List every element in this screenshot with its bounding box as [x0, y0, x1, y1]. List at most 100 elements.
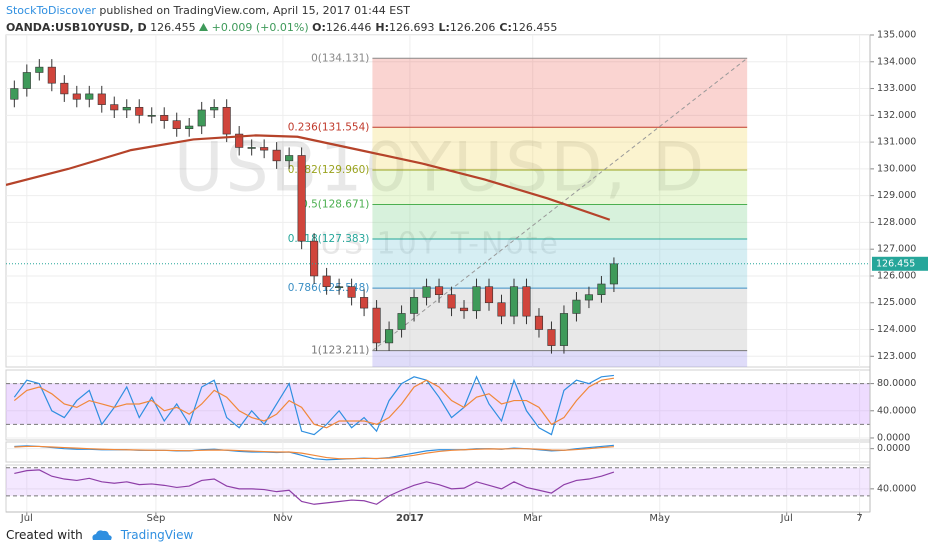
y-tick-label: 40.0000: [877, 405, 916, 416]
pane-content: [6, 370, 870, 440]
y-tick-label: 126.000: [877, 270, 916, 281]
y-tick-label: 133.000: [877, 83, 916, 94]
y-tick-label: 135.000: [877, 30, 916, 41]
x-tick-label: 2017: [396, 513, 424, 524]
candle-body: [22, 72, 31, 89]
ohlc-value: 126.455: [511, 21, 558, 34]
y-tick-label: 134.000: [877, 56, 916, 67]
x-tick-label: Jul: [780, 513, 793, 524]
brand: TradingView: [120, 528, 194, 542]
fib-label: 0.236(131.554): [288, 121, 370, 133]
candle-body: [472, 286, 481, 312]
ohlc-label: C:: [499, 21, 512, 34]
candle-body: [260, 147, 269, 151]
author[interactable]: StockToDiscover: [6, 4, 96, 17]
candle-body: [135, 106, 144, 116]
x-tick-label: Mar: [523, 513, 543, 524]
y-tick-label: 80.0000: [877, 378, 916, 389]
y-tick-label: 0.0000: [877, 443, 910, 454]
candle-body: [509, 286, 519, 317]
candle-body: [210, 106, 219, 111]
candle-body: [310, 240, 319, 277]
last-price-label: 126.455: [876, 258, 915, 269]
candle-body: [572, 299, 581, 314]
y-tick-label: 125.000: [877, 297, 916, 308]
candle-body: [584, 294, 593, 301]
y-tick-label: 130.000: [877, 163, 916, 174]
ohlc-value: 126.206: [449, 21, 496, 34]
candle-body: [160, 115, 169, 121]
fib-band: [372, 127, 748, 170]
fib-label: 0(134.131): [311, 52, 369, 64]
header: StockToDiscover published on TradingView…: [6, 2, 561, 36]
fib-band: [372, 58, 748, 128]
candle-body: [197, 109, 206, 127]
candle-body: [72, 93, 81, 100]
y-tick-label: 0.0000: [877, 432, 910, 443]
candle-body: [247, 147, 256, 149]
candle-body: [360, 297, 369, 309]
y-tick-label: 128.000: [877, 217, 916, 228]
candle-body: [422, 286, 431, 298]
indicator-line: [14, 445, 614, 460]
candle-body: [10, 88, 19, 100]
fib-band: [372, 288, 748, 351]
candle-body: [235, 133, 244, 148]
y-tick-label: 40.0000: [877, 483, 916, 494]
candle-body: [447, 294, 456, 309]
candle-body: [335, 286, 344, 288]
pane-content: [6, 465, 870, 512]
price: 126.455: [150, 21, 196, 34]
candle-body: [497, 302, 506, 317]
fib-trend: [372, 57, 748, 352]
fib-label: 1(123.211): [311, 345, 369, 357]
indicator-line: [14, 469, 615, 505]
candle-body: [372, 307, 381, 344]
candle-body: [285, 155, 294, 162]
candle-body: [609, 263, 618, 285]
fib-band: [372, 204, 748, 239]
candle-body: [347, 286, 356, 298]
footer: Created with TradingView: [6, 528, 193, 542]
created-with: Created with: [6, 528, 83, 542]
up-arrow: [199, 23, 209, 31]
fib-label: 0.5(128.671): [301, 198, 369, 210]
change: +0.009 (+0.01%): [211, 21, 309, 34]
fib-band: [372, 169, 748, 205]
candle-body: [47, 66, 56, 84]
ohlc-label: O:: [312, 21, 326, 34]
logo: [92, 530, 112, 540]
y-tick-label: 124.000: [877, 324, 916, 335]
y-tick-label: 132.000: [877, 110, 916, 121]
band-fill: [6, 383, 870, 425]
candle-body: [147, 115, 156, 117]
pane-content: USB10YUSD, DUS 10Y T-Note0(134.131)0.236…: [6, 35, 870, 367]
candle-body: [322, 275, 331, 287]
ohlc-label: H:: [375, 21, 389, 34]
ohlc: O:126.446 H:126.693 L:126.206 C:126.455: [312, 21, 561, 34]
symbol: OANDA:USB10YUSD, D: [6, 21, 147, 34]
candle-body: [534, 315, 544, 330]
candle-body: [122, 106, 131, 111]
indicator-line: [13, 377, 615, 429]
candle-body: [297, 155, 306, 242]
candle-body: [459, 307, 469, 312]
watermark: US 10Y T-Note: [320, 227, 560, 262]
y-tick-label: 123.000: [877, 351, 916, 362]
candle-body: [434, 286, 444, 296]
candle-body: [522, 286, 531, 317]
x-tick-label: 7: [856, 513, 862, 524]
x-tick-label: Jul: [20, 513, 33, 524]
band-fill: [6, 467, 870, 496]
fib-band: [372, 350, 748, 367]
candle-body: [85, 93, 94, 100]
candle-body: [60, 82, 69, 95]
pane-content: [6, 442, 870, 462]
fib-label: 0.618(127.383): [288, 233, 370, 245]
moving-average: [6, 134, 611, 221]
candle-body: [597, 283, 606, 296]
candle-body: [559, 313, 569, 346]
candle-body: [397, 313, 406, 330]
